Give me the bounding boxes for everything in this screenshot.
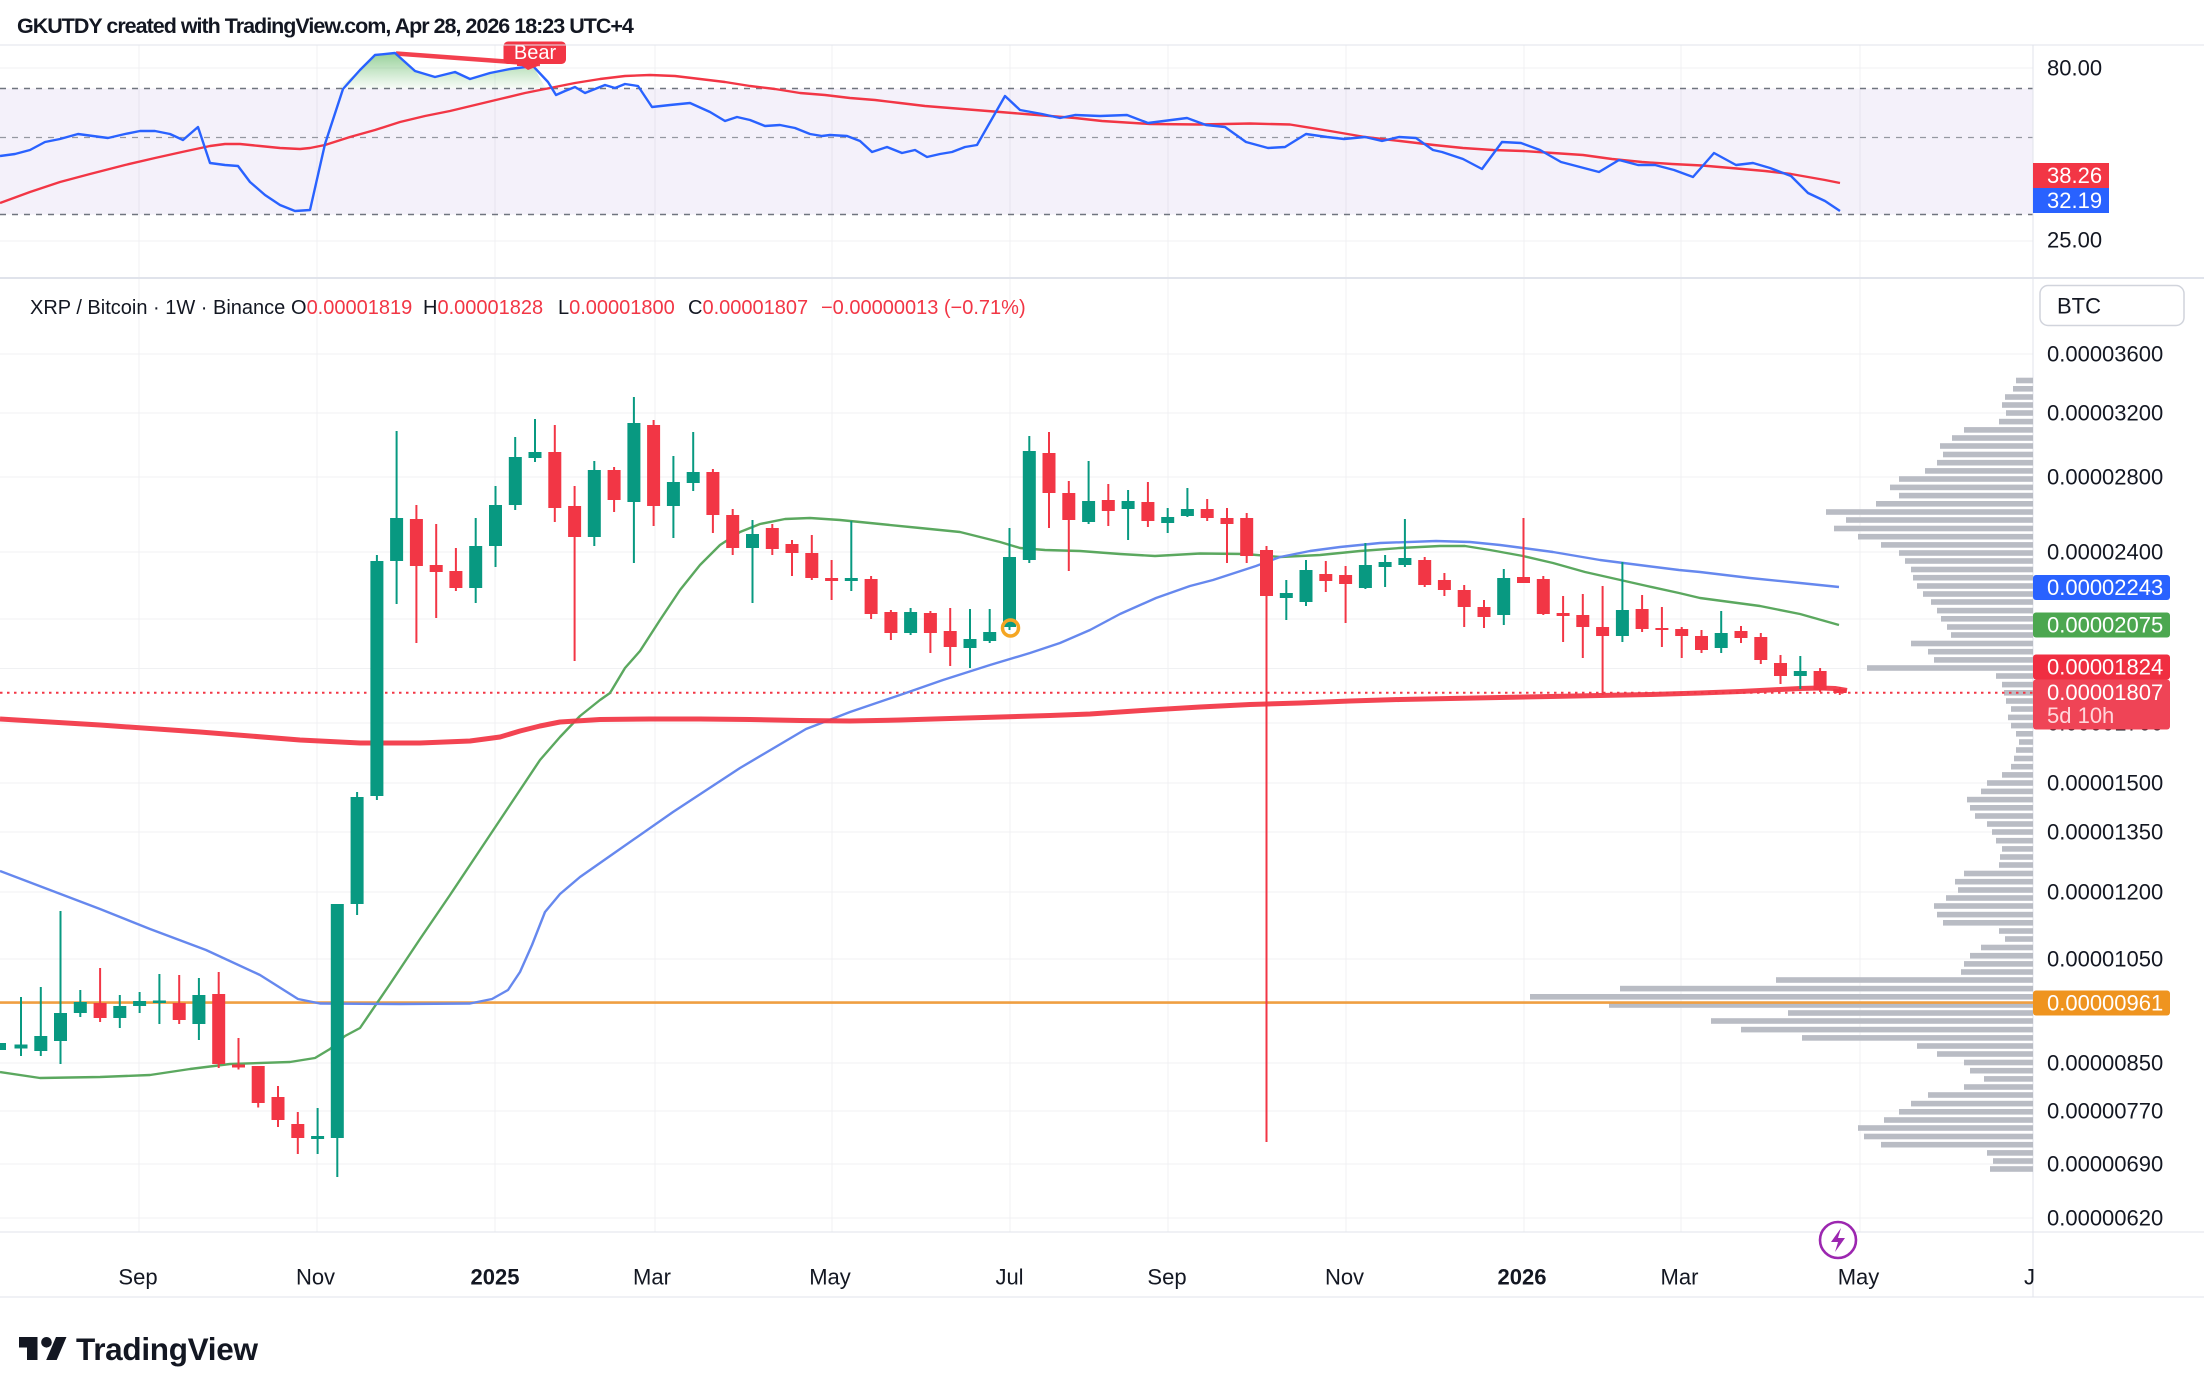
svg-text:0.00003600: 0.00003600 [2047, 342, 2163, 367]
svg-text:May: May [809, 1265, 851, 1290]
svg-text:Mar: Mar [633, 1265, 671, 1290]
svg-text:Jul: Jul [995, 1265, 1023, 1290]
svg-text:0.00001050: 0.00001050 [2047, 947, 2163, 972]
svg-text:Nov: Nov [296, 1265, 335, 1290]
svg-text:0.00002800: 0.00002800 [2047, 465, 2163, 490]
svg-text:TradingView: TradingView [76, 1331, 258, 1367]
svg-text:0.00000770: 0.00000770 [2047, 1099, 2163, 1124]
svg-text:0.00001500: 0.00001500 [2047, 771, 2163, 796]
svg-text:Bear: Bear [514, 42, 557, 64]
svg-text:2026: 2026 [1498, 1265, 1547, 1290]
svg-text:80.00: 80.00 [2047, 56, 2102, 81]
svg-text:GKUTDY created with TradingVie: GKUTDY created with TradingView.com, Apr… [17, 14, 634, 38]
svg-text:Sep: Sep [1147, 1265, 1186, 1290]
svg-text:0.00001824: 0.00001824 [2047, 655, 2163, 680]
svg-text:32.19: 32.19 [2047, 188, 2102, 213]
svg-text:Mar: Mar [1661, 1265, 1699, 1290]
svg-text:38.26: 38.26 [2047, 163, 2102, 188]
svg-text:5d 10h: 5d 10h [2047, 703, 2114, 728]
svg-text:0.00003200: 0.00003200 [2047, 401, 2163, 426]
svg-text:J: J [2024, 1265, 2035, 1290]
svg-text:0.00000850: 0.00000850 [2047, 1051, 2163, 1076]
svg-text:0.00002243: 0.00002243 [2047, 575, 2163, 600]
svg-text:0.00001200: 0.00001200 [2047, 880, 2163, 905]
svg-text:2025: 2025 [471, 1265, 520, 1290]
svg-text:0.00002400: 0.00002400 [2047, 540, 2163, 565]
svg-text:Nov: Nov [1325, 1265, 1364, 1290]
svg-text:0.00002075: 0.00002075 [2047, 613, 2163, 638]
svg-text:0.00000961: 0.00000961 [2047, 991, 2163, 1016]
svg-text:0.00000690: 0.00000690 [2047, 1152, 2163, 1177]
svg-text:25.00: 25.00 [2047, 228, 2102, 253]
svg-text:Sep: Sep [118, 1265, 157, 1290]
svg-text:0.00000620: 0.00000620 [2047, 1206, 2163, 1231]
svg-text:May: May [1838, 1265, 1880, 1290]
svg-text:0.00001807: 0.00001807 [2047, 680, 2163, 705]
svg-text:0.00001350: 0.00001350 [2047, 820, 2163, 845]
svg-text:BTC: BTC [2057, 294, 2101, 319]
